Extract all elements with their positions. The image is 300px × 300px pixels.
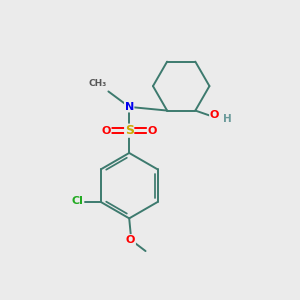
Text: H: H — [223, 115, 232, 124]
Text: N: N — [124, 102, 134, 112]
Text: CH₃: CH₃ — [89, 79, 107, 88]
Text: O: O — [126, 235, 135, 245]
Text: O: O — [147, 126, 157, 136]
Text: O: O — [210, 110, 219, 120]
Text: S: S — [125, 124, 134, 137]
Text: Cl: Cl — [71, 196, 83, 206]
Text: O: O — [102, 126, 111, 136]
